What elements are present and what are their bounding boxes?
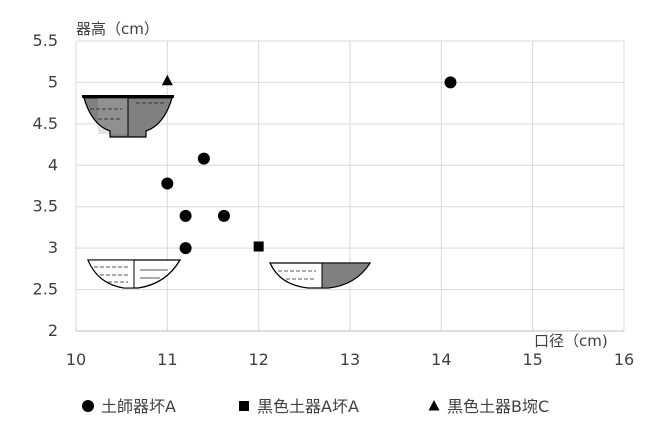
data-point-triangle — [161, 74, 173, 86]
y-tick-label: 2 — [48, 321, 58, 340]
data-point-circle — [179, 209, 192, 222]
x-tick-label: 15 — [522, 350, 542, 369]
y-tick-label: 4 — [48, 155, 58, 174]
data-point-circle — [217, 209, 230, 222]
legend: 土師器坏A 黒色土器A坏A 黒色土器B埦C — [82, 397, 549, 416]
grid — [75, 40, 625, 332]
tick-labels: 2 2.5 3 3.5 4 4.5 5 5.5 10 11 12 13 14 15 16 — [33, 31, 635, 369]
legend-label: 黒色土器A坏A — [257, 397, 359, 416]
x-axis-label: 口径（cm) — [534, 332, 608, 350]
vessel-profile-cup-a — [87, 259, 182, 289]
data-point-circle — [197, 152, 210, 165]
y-axis-label: 器高（cm） — [76, 20, 159, 38]
x-tick-label: 11 — [157, 350, 177, 369]
y-tick-label: 5.5 — [33, 31, 58, 50]
x-tick-label: 14 — [431, 350, 451, 369]
y-tick-label: 5 — [48, 72, 58, 91]
legend-marker-square — [239, 401, 249, 411]
data-point-circle — [161, 177, 174, 190]
legend-marker-triangle — [428, 400, 440, 411]
y-tick-label: 4.5 — [33, 114, 58, 133]
data-point-circle — [444, 76, 457, 89]
data-point-square — [253, 241, 264, 252]
legend-label: 土師器坏A — [101, 397, 176, 416]
y-tick-label: 2.5 — [33, 280, 58, 299]
y-tick-label: 3.5 — [33, 197, 58, 216]
data-point-circle — [179, 242, 192, 255]
x-tick-label: 12 — [248, 350, 268, 369]
legend-label: 黒色土器B埦C — [447, 397, 549, 416]
legend-marker-circle — [82, 400, 94, 412]
data-marks — [161, 74, 457, 255]
vessel-profile-cup-black — [268, 262, 372, 289]
y-tick-label: 3 — [48, 238, 58, 257]
x-tick-label: 13 — [340, 350, 360, 369]
vessel-profile-bowl-b — [82, 95, 174, 138]
x-tick-label: 16 — [614, 350, 634, 369]
x-tick-label: 10 — [66, 350, 86, 369]
